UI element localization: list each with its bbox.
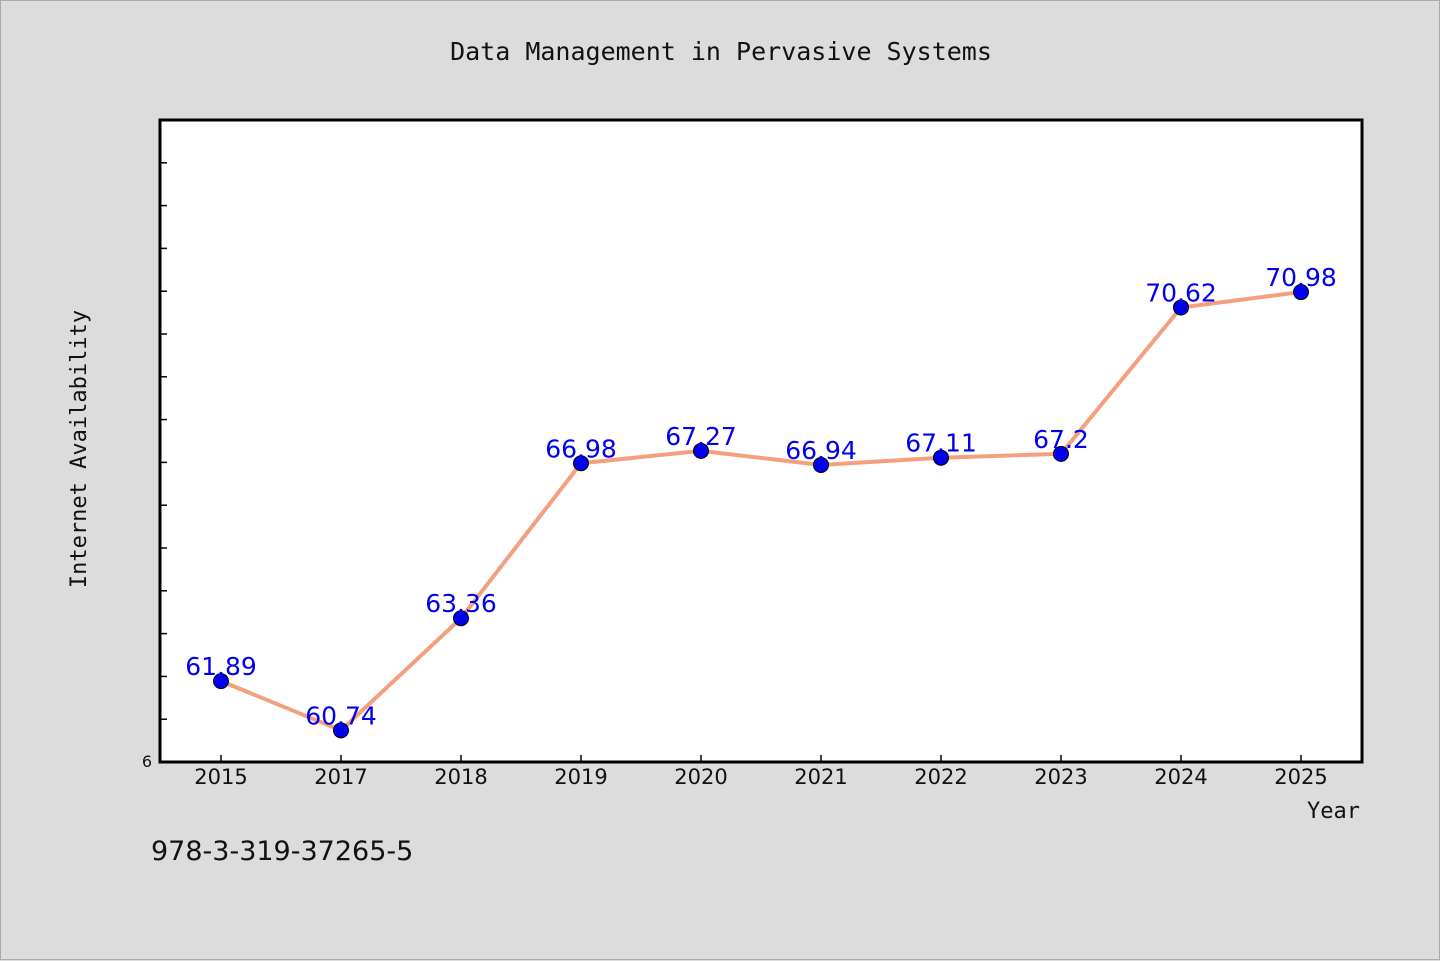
data-point — [453, 610, 469, 627]
x-axis-label: Year — [1307, 799, 1360, 824]
data-point — [1173, 299, 1189, 316]
x-tick-label: 2022 — [914, 765, 967, 789]
x-tick-label: 2025 — [1274, 765, 1327, 789]
data-label: 70.62 — [1145, 278, 1217, 307]
x-tick-label: 2020 — [674, 765, 727, 789]
x-tick-label: 2015 — [194, 765, 247, 789]
x-tick-label: 2023 — [1034, 765, 1087, 789]
data-label: 66.94 — [785, 436, 857, 465]
plot-frame — [158, 118, 1364, 764]
isbn-text: 978-3-319-37265-5 — [151, 836, 414, 867]
chart-title: Data Management in Pervasive Systems — [450, 37, 992, 66]
data-label: 61.89 — [185, 652, 257, 681]
x-tick-label: 2024 — [1154, 765, 1207, 789]
series-line — [220, 290, 1302, 733]
x-tick-label: 2018 — [434, 765, 487, 789]
data-label: 67.11 — [905, 429, 977, 458]
data-label: 66.98 — [545, 434, 617, 463]
x-tick-label: 2017 — [314, 765, 367, 789]
y-tick-label: 6 — [142, 752, 152, 771]
data-point — [813, 456, 829, 473]
data-label: 67.27 — [665, 422, 737, 451]
series-markers — [213, 284, 1309, 739]
data-point — [693, 442, 709, 459]
data-point — [333, 722, 349, 739]
data-label: 70.98 — [1265, 263, 1337, 292]
x-tick-label: 2019 — [554, 765, 607, 789]
data-label: 67.2 — [1033, 425, 1089, 454]
data-point — [573, 455, 589, 472]
data-point — [933, 449, 949, 466]
plot-area — [160, 120, 1362, 762]
y-axis-label: Internet Availability — [67, 310, 92, 588]
data-point — [1053, 445, 1069, 462]
data-label: 63.36 — [425, 589, 497, 618]
data-labels: 61.89 60.74 63.36 66.98 67.27 66.94 67.11 67.2 7… — [185, 263, 1337, 730]
data-point — [213, 673, 229, 690]
x-tick-label: 2021 — [794, 765, 847, 789]
data-label: 60.74 — [305, 701, 377, 730]
data-point — [1293, 284, 1309, 301]
x-axis: 2015 2017 2018 2019 2020 2021 2022 2023 2024 2025 — [194, 755, 1328, 789]
